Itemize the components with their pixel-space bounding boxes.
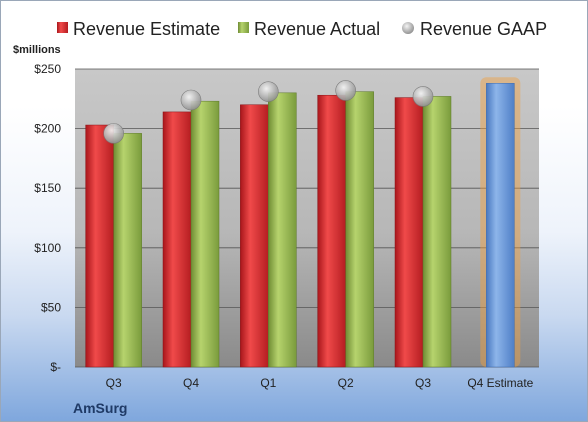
legend-swatch-actual <box>238 22 249 33</box>
plot-area <box>75 69 539 367</box>
y-tick-label: $50 <box>41 300 61 314</box>
bar-q4-estimate <box>486 83 515 368</box>
legend-label-actual: Revenue Actual <box>254 19 380 39</box>
legend-swatch-gaap <box>402 22 414 34</box>
bar-revenue-actual <box>422 96 452 368</box>
bar-revenue-actual <box>268 92 297 368</box>
bar-revenue-estimate <box>240 104 269 368</box>
marker-revenue-gaap <box>180 89 202 111</box>
marker-revenue-gaap <box>103 123 124 144</box>
bar-revenue-estimate <box>85 124 114 368</box>
legend: Revenue Estimate Revenue Actual Revenue … <box>57 19 547 39</box>
grid-lines <box>75 68 539 368</box>
gaap-markers <box>103 80 434 144</box>
marker-revenue-gaap <box>258 81 279 102</box>
legend-label-gaap: Revenue GAAP <box>420 19 547 39</box>
y-tick-label: $100 <box>34 241 61 255</box>
y-tick-label: $150 <box>34 181 61 195</box>
bar-revenue-actual <box>190 100 220 368</box>
bar-revenue-estimate <box>394 97 424 368</box>
x-tick-label: Q4 <box>183 376 199 390</box>
x-tick-label: Q1 <box>260 376 276 390</box>
x-tick-label: Q2 <box>338 376 354 390</box>
y-tick-label: $- <box>50 360 61 374</box>
y-tick-label: $250 <box>34 62 61 76</box>
y-tick-label: $200 <box>34 122 61 136</box>
bar-revenue-estimate <box>317 94 346 368</box>
company-label: AmSurg <box>73 400 127 416</box>
bar-revenue-actual <box>113 133 142 368</box>
bars <box>85 77 521 368</box>
legend-label-estimate: Revenue Estimate <box>73 19 220 39</box>
bar-revenue-actual <box>345 91 374 368</box>
x-tick-label: Q4 Estimate <box>467 376 533 390</box>
marker-revenue-gaap <box>335 80 356 101</box>
x-tick-label: Q3 <box>106 376 122 390</box>
x-tick-label: Q3 <box>415 376 431 390</box>
legend-swatch-estimate <box>57 22 68 33</box>
marker-revenue-gaap <box>412 86 434 107</box>
y-axis-ticks: $- $50 $100 $150 $200 $250 <box>34 62 61 374</box>
bar-revenue-estimate <box>162 111 192 368</box>
y-unit-label: $millions <box>13 44 61 56</box>
x-axis-ticks: Q3 Q4 Q1 Q2 Q3 Q4 Estimate <box>106 376 534 390</box>
